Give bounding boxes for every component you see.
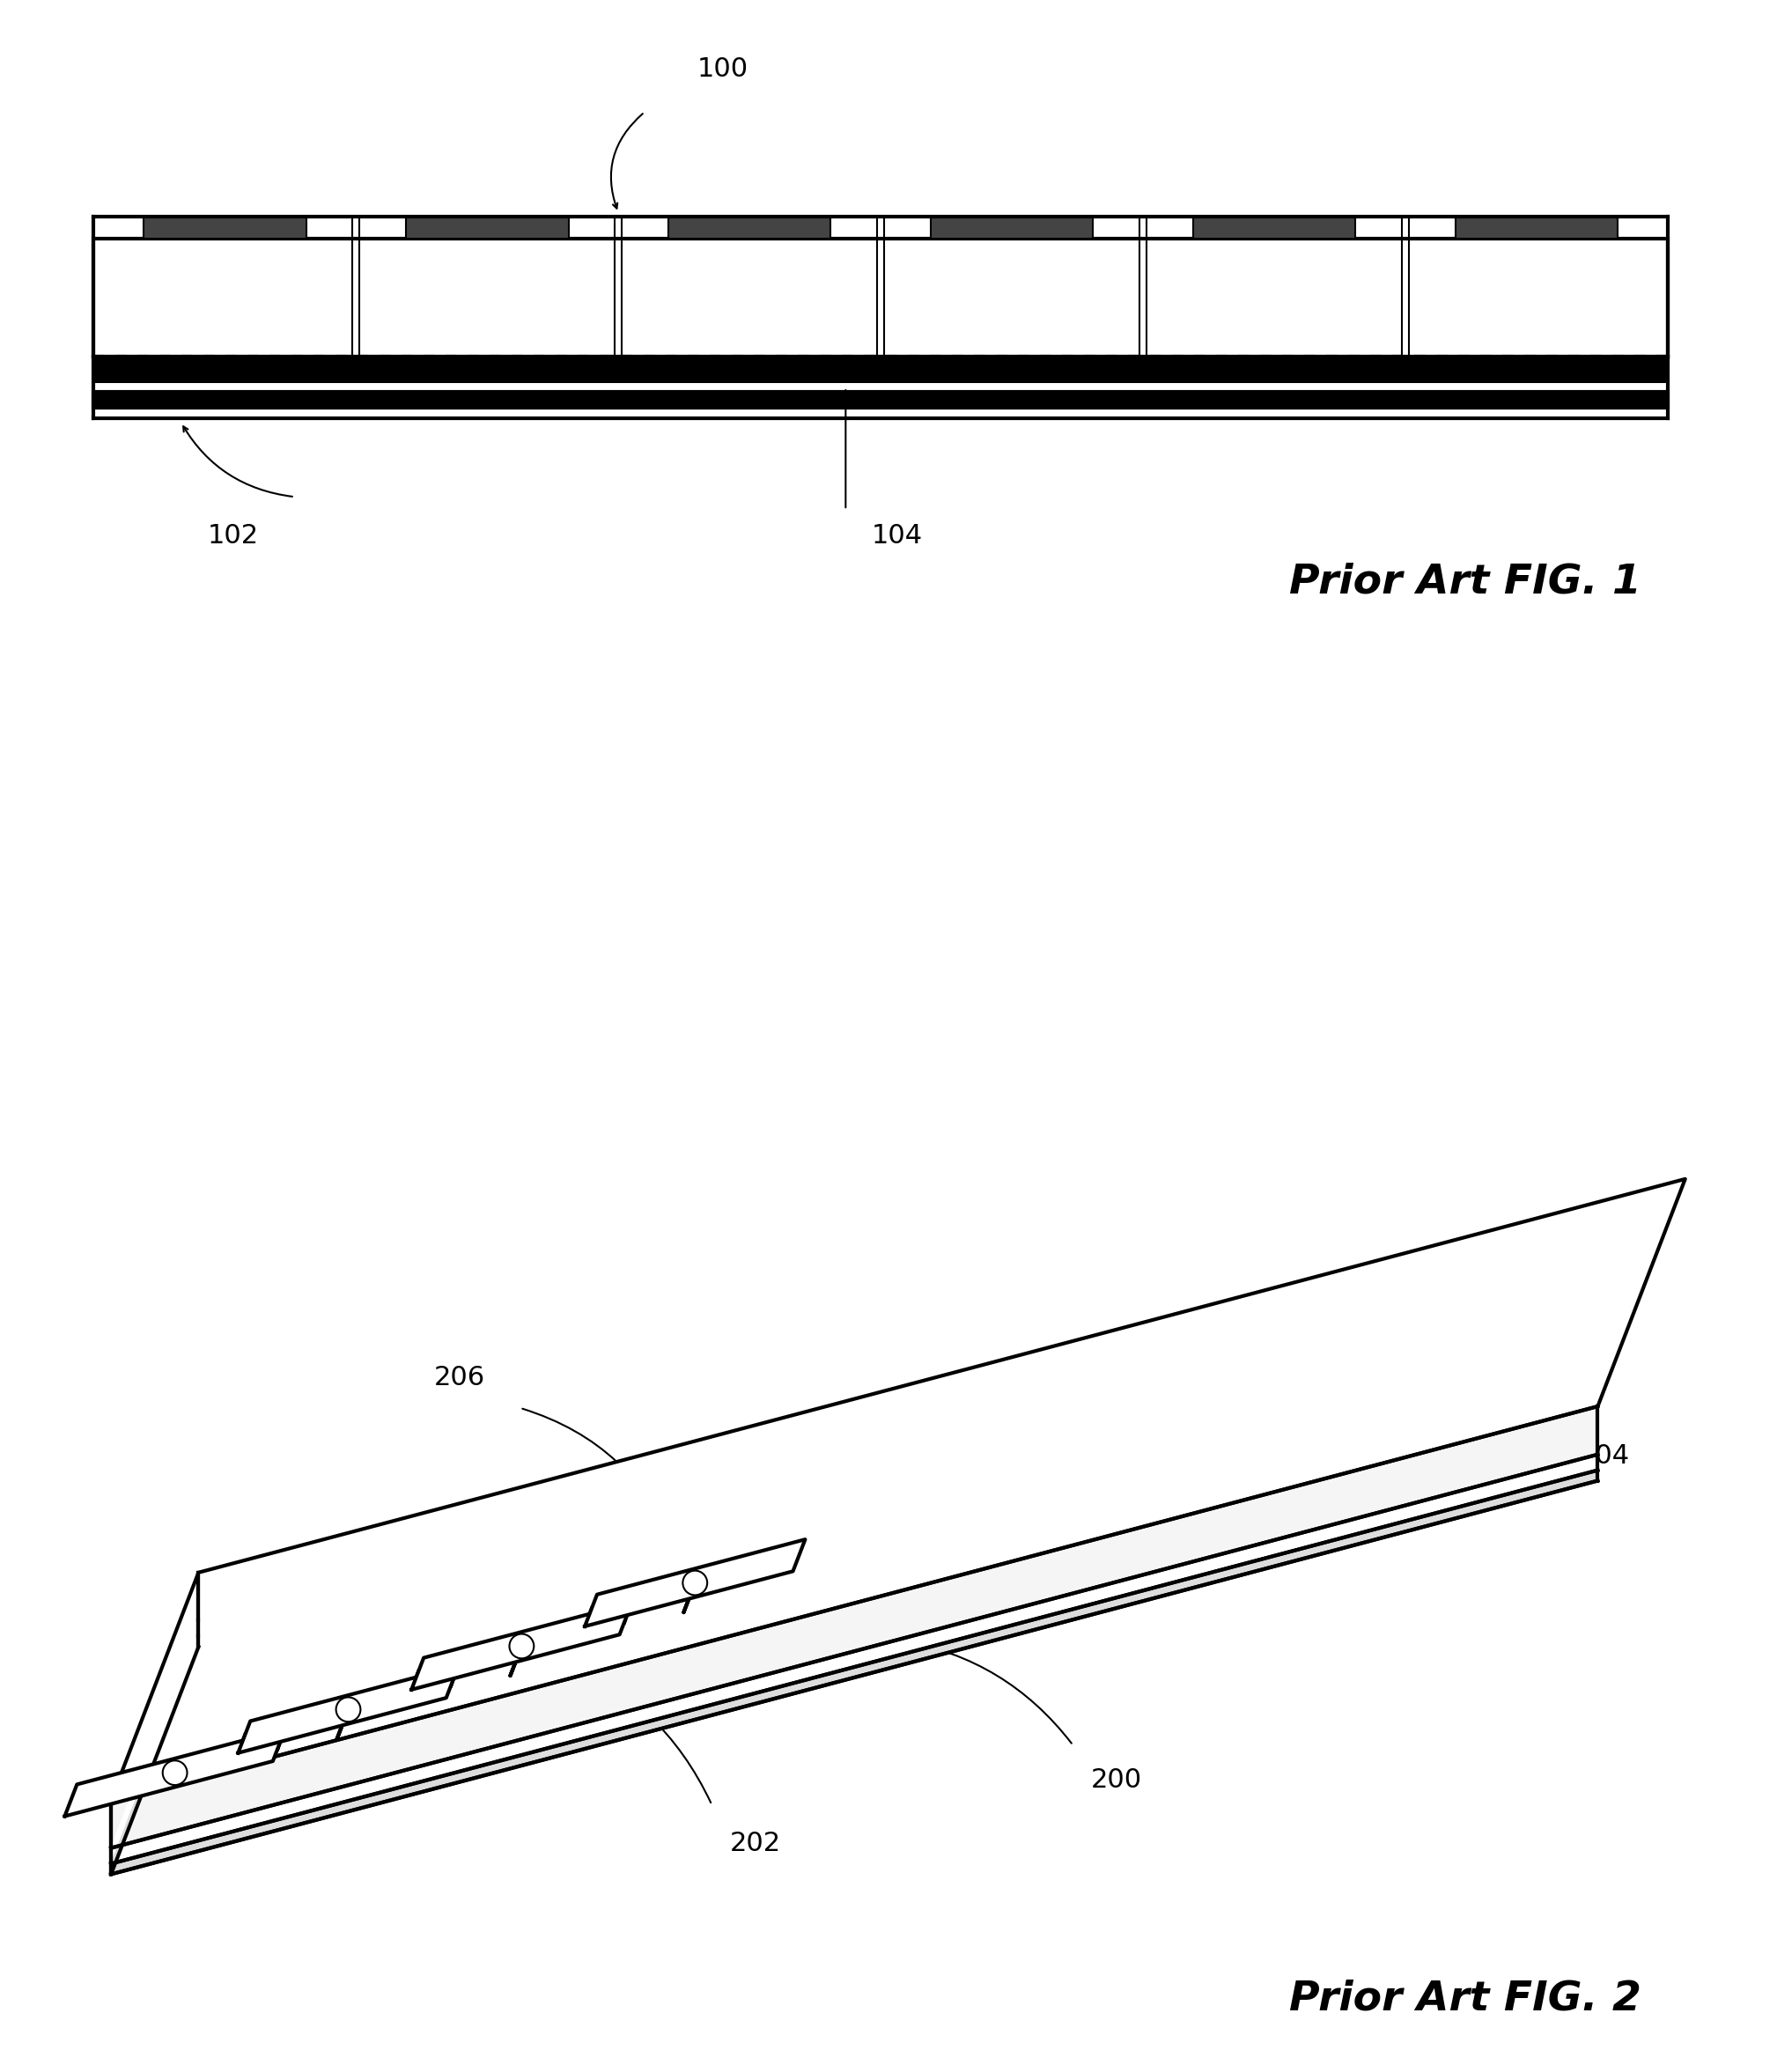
Polygon shape xyxy=(110,1455,1598,1863)
Polygon shape xyxy=(110,1573,199,1848)
Bar xyxy=(94,392,1667,408)
Polygon shape xyxy=(110,1407,1598,1848)
Bar xyxy=(1192,218,1356,238)
Polygon shape xyxy=(110,1471,1598,1875)
Polygon shape xyxy=(585,1539,805,1627)
Bar xyxy=(94,383,1667,392)
Bar xyxy=(931,218,1093,238)
Text: 100: 100 xyxy=(697,56,748,81)
Polygon shape xyxy=(238,1666,458,1753)
Polygon shape xyxy=(64,1730,284,1817)
Polygon shape xyxy=(510,1662,515,1676)
Text: Prior Art FIG. 2: Prior Art FIG. 2 xyxy=(1290,1979,1642,2018)
Polygon shape xyxy=(110,1620,199,1863)
Bar xyxy=(94,356,1667,383)
Polygon shape xyxy=(412,1604,633,1689)
Bar xyxy=(94,238,1667,356)
Text: 206: 206 xyxy=(434,1365,485,1390)
Polygon shape xyxy=(110,1637,199,1875)
Polygon shape xyxy=(110,1179,1685,1801)
Bar xyxy=(1455,218,1617,238)
Text: 204: 204 xyxy=(1578,1442,1630,1469)
Polygon shape xyxy=(416,1670,453,1685)
Polygon shape xyxy=(243,1734,281,1749)
Text: 102: 102 xyxy=(208,522,258,549)
Text: 208: 208 xyxy=(183,1823,235,1850)
Polygon shape xyxy=(684,1600,689,1612)
Polygon shape xyxy=(590,1608,627,1622)
Text: 104: 104 xyxy=(873,522,922,549)
Bar xyxy=(405,218,569,238)
Text: 200: 200 xyxy=(1091,1767,1141,1792)
Bar xyxy=(144,218,306,238)
Bar xyxy=(668,218,832,238)
Text: 202: 202 xyxy=(729,1832,780,1857)
Polygon shape xyxy=(338,1726,343,1738)
Text: Prior Art FIG. 1: Prior Art FIG. 1 xyxy=(1290,562,1642,601)
